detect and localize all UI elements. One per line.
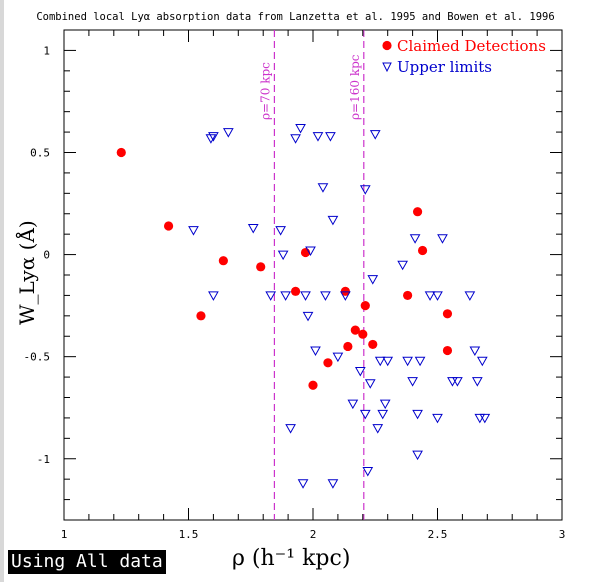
x-axis-label: ρ (h⁻¹ kpc) — [232, 546, 351, 571]
upper-limit-point — [302, 311, 314, 322]
upper-limit-point — [285, 424, 296, 434]
upper-limit-point — [327, 479, 339, 489]
x-tick-label: 2 — [310, 528, 317, 541]
upper-limit-point — [300, 291, 311, 301]
upper-limit-point — [412, 409, 423, 420]
reference-line-label: ρ=70 kpc — [258, 62, 272, 120]
detection-point — [368, 339, 378, 350]
detection-point — [403, 290, 413, 301]
upper-limit-point — [277, 250, 289, 261]
upper-limit-point — [275, 226, 286, 236]
upper-limit-point — [372, 424, 384, 434]
upper-limit-point — [452, 377, 463, 387]
upper-limit-point — [476, 356, 488, 367]
upper-limit-point — [359, 409, 371, 420]
detection-point — [256, 262, 266, 272]
detection-point — [196, 311, 206, 321]
upper-limit-point — [312, 132, 324, 142]
upper-limit-point — [310, 346, 321, 357]
upper-limit-point — [317, 183, 329, 193]
upper-limit-point — [295, 124, 306, 134]
legend-label: Upper limits — [397, 58, 492, 76]
upper-limit-point — [297, 479, 309, 489]
upper-limit-point — [379, 399, 391, 410]
window-edge-strip — [0, 0, 4, 582]
upper-limit-point — [332, 352, 344, 363]
detection-point — [442, 345, 453, 356]
detection-point — [308, 380, 318, 390]
legend-marker-upper-limits — [382, 62, 392, 73]
detection-point — [417, 245, 428, 256]
upper-limit-point — [325, 132, 336, 142]
detection-point — [350, 325, 360, 335]
upper-limit-point — [347, 399, 359, 410]
upper-limit-point — [320, 291, 331, 301]
y-axis-label: W_Lyα (Å) — [14, 220, 39, 325]
upper-limit-point — [290, 134, 301, 144]
upper-limit-point — [397, 260, 408, 271]
detection-point — [340, 286, 350, 296]
upper-limit-point — [424, 291, 436, 301]
upper-limit-point — [188, 226, 199, 236]
upper-limit-point — [374, 356, 386, 367]
upper-limit-point — [412, 450, 423, 461]
upper-limit-point — [382, 356, 394, 367]
upper-limit-point — [354, 366, 366, 377]
upper-limit-point — [471, 377, 483, 387]
detection-point — [412, 207, 423, 217]
x-tick-label: 2.5 — [428, 528, 448, 541]
upper-limit-point — [402, 356, 413, 367]
upper-limit-point — [414, 356, 426, 367]
upper-limit-point — [364, 379, 376, 389]
x-tick-label: 1 — [61, 528, 68, 541]
upper-limit-point — [377, 409, 389, 420]
upper-limit-point — [367, 275, 379, 285]
detection-point — [290, 286, 301, 296]
upper-limit-point — [222, 128, 234, 138]
upper-limit-point — [208, 132, 219, 142]
detection-point — [323, 358, 333, 368]
upper-limit-point — [407, 377, 418, 387]
upper-limit-point — [327, 215, 339, 226]
detection-point — [358, 329, 368, 339]
upper-limit-point — [409, 234, 421, 244]
upper-limit-point — [432, 291, 443, 301]
reference-line-label: ρ=160 kpc — [348, 54, 362, 120]
upper-limit-point — [469, 346, 481, 357]
y-tick-label: 0.5 — [30, 147, 50, 160]
y-tick-label: 0 — [43, 249, 50, 262]
y-tick-label: -1 — [37, 453, 50, 466]
upper-limit-point — [437, 234, 448, 244]
upper-limit-point — [265, 291, 277, 301]
upper-limit-point — [340, 291, 351, 301]
legend-label: Claimed Detections — [397, 37, 546, 55]
upper-limit-point — [369, 130, 381, 140]
upper-limit-point — [305, 246, 316, 257]
y-tick-label: -0.5 — [24, 351, 51, 364]
upper-limit-point — [247, 224, 259, 234]
upper-limit-point — [280, 291, 291, 301]
x-tick-label: 3 — [559, 528, 566, 541]
upper-limit-point — [205, 134, 217, 144]
detection-point — [442, 309, 453, 319]
detection-point — [218, 256, 228, 266]
y-tick-label: 1 — [43, 44, 50, 57]
data-mode-label: Using All data — [8, 550, 166, 574]
upper-limit-point — [479, 413, 491, 424]
detection-point — [343, 341, 353, 352]
plot-frame — [63, 29, 563, 521]
detection-point — [163, 221, 174, 231]
upper-limit-point — [362, 467, 374, 477]
upper-limit-point — [432, 413, 443, 424]
x-tick-label: 1.5 — [179, 528, 199, 541]
legend-marker-detections — [382, 40, 392, 51]
upper-limit-point — [464, 291, 476, 301]
detection-point — [360, 301, 370, 311]
upper-limit-point — [359, 185, 371, 195]
detection-point — [116, 147, 126, 158]
upper-limit-point — [208, 291, 219, 301]
chart-title: Combined local Lyα absorption data from … — [36, 11, 555, 23]
